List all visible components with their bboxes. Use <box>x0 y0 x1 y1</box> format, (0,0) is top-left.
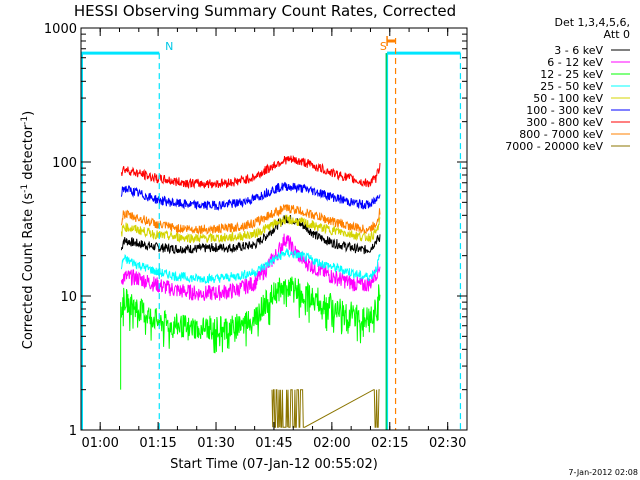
legend-label-1: 6 - 12 keV <box>547 56 603 69</box>
y-tick-label: 1000 <box>44 22 77 37</box>
legend-label-4: 50 - 100 keV <box>533 92 603 105</box>
annotation-n: N <box>165 40 173 53</box>
x-tick-label: 02:00 <box>313 436 350 451</box>
series-2 <box>120 276 381 354</box>
x-tick-label: 01:15 <box>139 436 176 451</box>
series-layer <box>120 154 381 428</box>
x-tick-label: 02:15 <box>371 436 408 451</box>
legend-label-2: 12 - 25 keV <box>540 68 603 81</box>
series-4 <box>120 214 381 244</box>
y-axis-label: Corrected Count Rate (s-1 detector-1) <box>20 111 36 349</box>
series-line-0 <box>120 215 381 255</box>
x-tick-label: 01:00 <box>81 436 118 451</box>
legend-header-line-1: Det 1,3,4,5,6, <box>554 16 630 29</box>
series-line-5 <box>120 181 381 212</box>
legend-label-7: 800 - 7000 keV <box>519 128 603 141</box>
chart-title: HESSI Observing Summary Count Rates, Cor… <box>74 2 456 20</box>
series-line-8 <box>271 389 380 428</box>
x-tick-label: 01:30 <box>197 436 234 451</box>
series-line-1 <box>120 233 381 301</box>
series-7 <box>120 204 381 235</box>
series-6 <box>120 154 381 190</box>
legend-label-8: 7000 - 20000 keV <box>505 140 603 153</box>
series-5 <box>120 181 381 212</box>
annotation-s: S <box>380 40 387 53</box>
x-tick-label: 02:30 <box>429 436 466 451</box>
x-axis-label: Start Time (07-Jan-12 00:55:02) <box>170 457 378 472</box>
y-tick-label: 100 <box>52 156 77 171</box>
x-tick-label: 01:45 <box>255 436 292 451</box>
legend-label-0: 3 - 6 keV <box>554 44 603 57</box>
series-1 <box>120 233 381 301</box>
series-8 <box>271 389 380 428</box>
series-0 <box>120 215 381 255</box>
series-3 <box>120 248 381 285</box>
series-line-7 <box>120 204 381 235</box>
timestamp: 7-Jan-2012 02:08 <box>568 468 638 477</box>
legend-label-6: 300 - 800 keV <box>526 116 603 129</box>
series-line-4 <box>120 214 381 244</box>
series-line-2 <box>120 276 381 354</box>
legend-label-3: 25 - 50 keV <box>540 80 603 93</box>
series-line-6 <box>120 154 381 190</box>
legend-header-line-2: Att 0 <box>604 28 630 41</box>
series-line-3 <box>120 248 381 285</box>
y-tick-label: 1 <box>69 424 77 439</box>
legend-label-5: 100 - 300 keV <box>526 104 603 117</box>
y-tick-label: 10 <box>60 290 77 305</box>
axis-ticks: 01:00 01:15 01:30 01:45 02:00 02:15 02:30 1 10 10… <box>44 22 468 451</box>
